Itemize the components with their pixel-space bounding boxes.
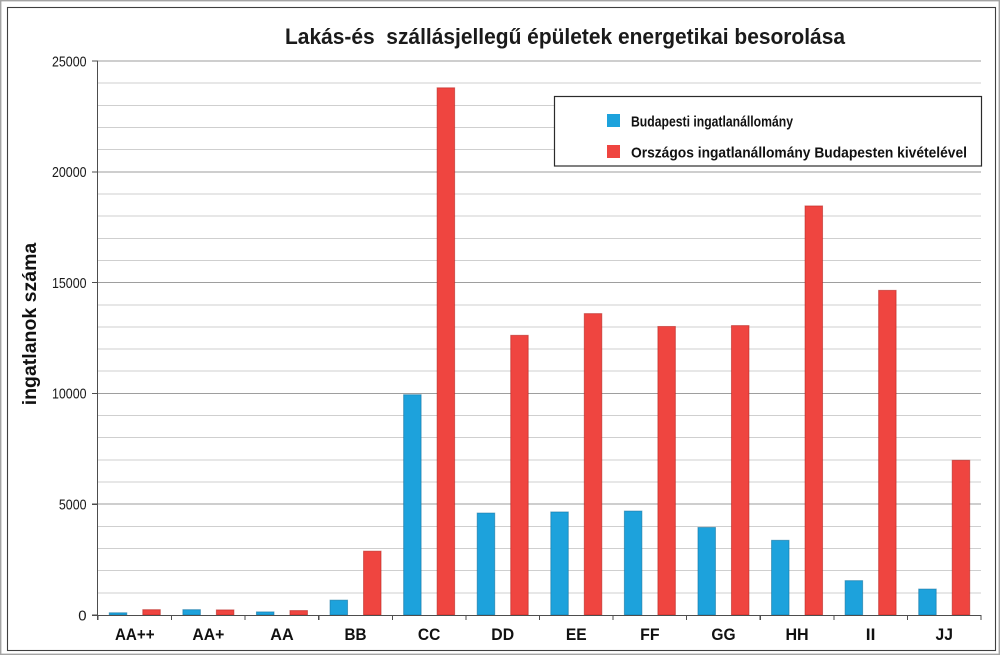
svg-text:Budapesti ingatlanállomány: Budapesti ingatlanállomány [631,113,794,130]
svg-text:5000: 5000 [59,497,87,514]
svg-text:AA+: AA+ [192,626,224,644]
svg-text:Lakás-és szállásjellegű épüle: Lakás-és szállásjellegű épületek energet… [285,24,845,49]
svg-text:25000: 25000 [52,53,87,70]
svg-text:EE: EE [566,626,587,644]
svg-text:FF: FF [640,626,659,644]
svg-text:15000: 15000 [52,275,87,292]
svg-text:10000: 10000 [52,386,87,403]
svg-text:CC: CC [418,626,441,644]
svg-text:II: II [866,626,876,644]
svg-text:20000: 20000 [52,164,87,181]
svg-text:HH: HH [785,626,808,644]
svg-text:0: 0 [78,607,86,624]
svg-text:GG: GG [711,626,735,644]
svg-text:AA: AA [270,626,294,644]
svg-text:JJ: JJ [936,626,953,644]
svg-text:BB: BB [345,626,367,644]
svg-text:AA++: AA++ [115,626,155,644]
svg-text:ingatlanok száma: ingatlanok száma [19,243,41,406]
svg-text:Országos ingatlanállomány Buda: Országos ingatlanállomány Budapesten kiv… [631,144,967,161]
svg-text:DD: DD [491,626,514,644]
